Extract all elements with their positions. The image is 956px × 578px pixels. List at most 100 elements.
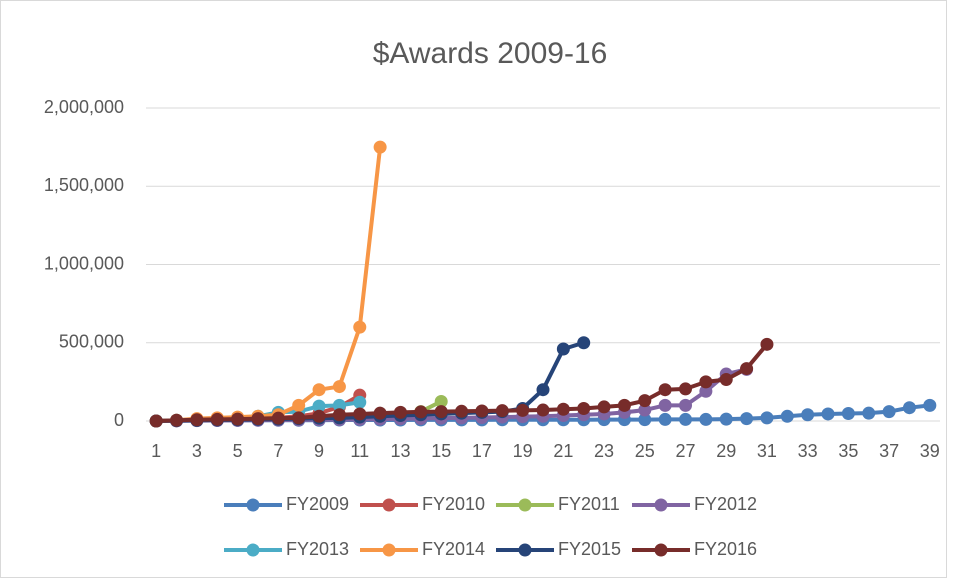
data-point <box>536 403 550 417</box>
data-point <box>658 398 672 412</box>
data-point <box>679 382 693 396</box>
data-point <box>679 412 693 426</box>
data-point <box>597 400 611 414</box>
data-point <box>699 375 713 389</box>
chart-title: $Awards 2009-16 <box>373 37 608 70</box>
data-point <box>577 401 591 415</box>
legend-label: FY2010 <box>422 494 485 514</box>
data-point <box>312 383 326 397</box>
data-point <box>414 405 428 419</box>
x-tick-label: 27 <box>675 441 695 461</box>
data-point <box>292 398 306 412</box>
data-point <box>862 406 876 420</box>
legend-label: FY2014 <box>422 539 485 559</box>
x-tick-label: 39 <box>920 441 940 461</box>
legend-marker <box>382 543 396 557</box>
data-point <box>658 412 672 426</box>
x-tick-label: 5 <box>233 441 243 461</box>
data-point <box>923 398 937 412</box>
y-tick-label: 1,500,000 <box>44 175 124 195</box>
legend-marker <box>246 543 260 557</box>
data-point <box>393 405 407 419</box>
data-point <box>332 398 346 412</box>
data-point <box>638 394 652 408</box>
data-point <box>251 412 265 426</box>
data-point <box>353 395 367 409</box>
data-point <box>617 398 631 412</box>
x-tick-label: 33 <box>798 441 818 461</box>
x-tick-label: 29 <box>716 441 736 461</box>
data-point <box>638 403 652 417</box>
data-point <box>902 401 916 415</box>
x-tick-label: 1 <box>151 441 161 461</box>
x-tick-label: 7 <box>273 441 283 461</box>
data-point <box>373 406 387 420</box>
data-point <box>882 405 896 419</box>
data-point <box>699 384 713 398</box>
x-tick-label: 3 <box>192 441 202 461</box>
data-point <box>353 320 367 334</box>
data-point <box>516 403 530 417</box>
data-point <box>577 336 591 350</box>
data-point <box>719 412 733 426</box>
legend-marker <box>518 543 532 557</box>
data-point <box>434 405 448 419</box>
x-tick-label: 17 <box>472 441 492 461</box>
data-point <box>353 407 367 421</box>
data-point <box>780 409 794 423</box>
x-tick-label: 19 <box>513 441 533 461</box>
data-point <box>231 412 245 426</box>
data-point <box>760 411 774 425</box>
data-point <box>170 413 184 427</box>
legend-marker <box>246 498 260 512</box>
data-point <box>740 412 754 426</box>
data-point <box>149 414 163 428</box>
x-tick-label: 11 <box>350 441 369 461</box>
data-point <box>312 409 326 423</box>
data-point <box>638 413 652 427</box>
data-point <box>658 383 672 397</box>
x-tick-label: 9 <box>314 441 324 461</box>
x-tick-label: 21 <box>553 441 573 461</box>
y-tick-label: 0 <box>114 410 124 430</box>
legend-marker <box>654 543 668 557</box>
x-tick-label: 23 <box>594 441 614 461</box>
data-point <box>312 399 326 413</box>
x-tick-label: 31 <box>757 441 777 461</box>
y-tick-label: 2,000,000 <box>44 97 124 117</box>
y-tick-label: 1,000,000 <box>44 253 124 273</box>
data-point <box>699 412 713 426</box>
legend-marker <box>654 498 668 512</box>
data-point <box>556 402 570 416</box>
legend-marker <box>518 498 532 512</box>
data-point <box>190 413 204 427</box>
data-point <box>292 411 306 425</box>
data-point <box>719 373 733 387</box>
data-point <box>679 398 693 412</box>
data-point <box>434 394 448 408</box>
y-tick-label: 500,000 <box>59 332 124 352</box>
data-point <box>760 337 774 351</box>
legend-label: FY2012 <box>694 494 757 514</box>
x-tick-label: 15 <box>431 441 451 461</box>
data-point <box>740 362 754 376</box>
data-point <box>801 408 815 422</box>
data-point <box>841 406 855 420</box>
x-tick-label: 13 <box>390 441 410 461</box>
legend-label: FY2011 <box>558 494 620 514</box>
data-point <box>210 412 224 426</box>
data-point <box>495 404 509 418</box>
x-tick-label: 25 <box>635 441 655 461</box>
data-point <box>332 408 346 422</box>
x-tick-label: 35 <box>838 441 858 461</box>
legend-label: FY2009 <box>286 494 349 514</box>
data-point <box>475 404 489 418</box>
data-point <box>271 411 285 425</box>
data-point <box>556 342 570 356</box>
legend-label: FY2013 <box>286 539 349 559</box>
data-point <box>373 140 387 154</box>
legend-marker <box>382 498 396 512</box>
x-tick-label: 37 <box>879 441 899 461</box>
